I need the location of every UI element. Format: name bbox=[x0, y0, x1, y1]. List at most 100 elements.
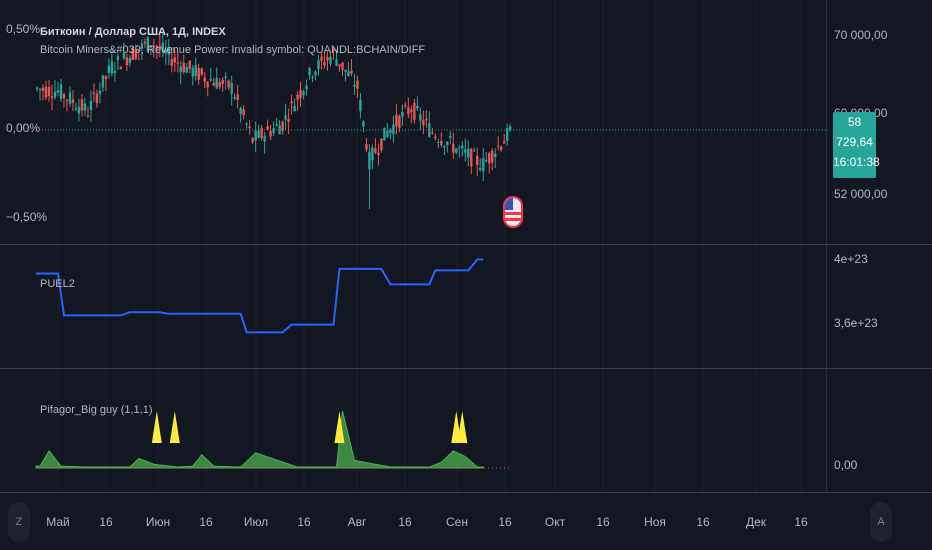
left-scale-label: 0,50% bbox=[6, 22, 41, 36]
candle-body bbox=[155, 46, 159, 49]
candle-body bbox=[176, 62, 179, 64]
pane-separator[interactable] bbox=[0, 244, 932, 245]
candle-body bbox=[215, 77, 218, 89]
candle-body bbox=[317, 60, 320, 70]
candle-body bbox=[266, 126, 269, 130]
candle-body bbox=[92, 92, 96, 94]
candle-body bbox=[505, 127, 509, 141]
candle-body bbox=[290, 101, 293, 104]
candle-body bbox=[188, 60, 191, 69]
candle-body bbox=[281, 121, 284, 131]
puel-line bbox=[36, 258, 484, 334]
pifagor-indicator-title[interactable]: Pifagor_Big guy (1,1,1) bbox=[40, 404, 153, 416]
candle-body bbox=[191, 67, 194, 77]
candle-body bbox=[500, 146, 503, 150]
candle-body bbox=[80, 99, 84, 111]
candle-body bbox=[464, 149, 467, 153]
candle-body bbox=[359, 100, 362, 112]
candle-body bbox=[68, 92, 72, 104]
puel-indicator-title[interactable]: PUEL2 bbox=[40, 278, 75, 290]
candle-body bbox=[113, 70, 117, 74]
time-axis-label: Ноя bbox=[644, 515, 666, 529]
candle-body bbox=[278, 125, 281, 135]
candle-body bbox=[257, 130, 260, 138]
candle-body bbox=[344, 69, 347, 72]
candle-body bbox=[308, 67, 311, 76]
candle-body bbox=[410, 109, 413, 112]
candle-body bbox=[182, 62, 185, 72]
candle-body bbox=[119, 66, 123, 70]
candle-body bbox=[197, 67, 200, 80]
auto-scale-button[interactable]: A bbox=[870, 502, 892, 542]
candle-body bbox=[335, 59, 338, 66]
candle-body bbox=[482, 158, 485, 172]
time-axis-label: 16 bbox=[696, 515, 710, 529]
candle-body bbox=[425, 118, 428, 121]
candle-body bbox=[59, 84, 63, 100]
candle-body bbox=[272, 128, 275, 134]
time-axis-label: 16 bbox=[596, 515, 610, 529]
candle-body bbox=[167, 46, 171, 55]
price-scale-column[interactable] bbox=[826, 0, 932, 492]
puel-scale-label: 4e+23 bbox=[834, 252, 868, 266]
time-axis-left-button[interactable]: Z bbox=[8, 502, 30, 542]
pifagor-scale-label: 0,00 bbox=[834, 458, 858, 472]
candle-body bbox=[101, 75, 105, 88]
candle-body bbox=[392, 124, 395, 135]
candle-body bbox=[296, 94, 299, 100]
candle-body bbox=[158, 45, 162, 49]
candle-body bbox=[428, 123, 431, 137]
candle-body bbox=[368, 151, 371, 170]
candle-body bbox=[179, 66, 182, 73]
candle-body bbox=[299, 90, 302, 99]
candle-body bbox=[380, 138, 383, 151]
candle-body bbox=[77, 106, 81, 114]
candle-body bbox=[251, 138, 254, 143]
candle-body bbox=[422, 120, 425, 126]
candle-body bbox=[194, 64, 197, 76]
pane-separator[interactable] bbox=[0, 368, 932, 369]
candle-body bbox=[497, 145, 500, 147]
candle-body bbox=[455, 148, 458, 153]
candle-body bbox=[203, 77, 206, 82]
indicator-status-text: Bitcoin Miners&#039; Revenue Power: Inva… bbox=[40, 44, 426, 56]
candle-body bbox=[365, 144, 368, 150]
candle-body bbox=[293, 105, 296, 112]
candle-body bbox=[143, 41, 147, 44]
candle-body bbox=[275, 124, 278, 126]
candle-body bbox=[38, 88, 42, 91]
candle-body bbox=[161, 42, 165, 52]
signal-arrow-icon bbox=[151, 411, 162, 443]
us-flag-event-icon[interactable] bbox=[503, 196, 523, 228]
candle-body bbox=[212, 82, 215, 86]
candle-body bbox=[41, 87, 45, 91]
candle-body bbox=[146, 37, 150, 52]
candle-body bbox=[401, 111, 404, 117]
candle-body bbox=[260, 128, 263, 138]
candle-body bbox=[200, 68, 203, 75]
candle-body bbox=[128, 57, 132, 64]
signal-arrow-icon bbox=[457, 411, 468, 443]
candle-body bbox=[230, 82, 233, 94]
candle-body bbox=[341, 62, 344, 70]
candle-body bbox=[446, 141, 449, 146]
candle-body bbox=[122, 53, 126, 59]
candle-body bbox=[452, 143, 455, 153]
candle-body bbox=[479, 167, 482, 171]
symbol-title[interactable]: Биткоин / Доллар США, 1Д, INDEX bbox=[40, 26, 226, 38]
candle-body bbox=[473, 150, 476, 152]
candle-body bbox=[305, 85, 308, 90]
candle-body bbox=[398, 115, 401, 129]
candle-body bbox=[140, 43, 144, 49]
candle-body bbox=[236, 94, 239, 100]
time-axis-label: 16 bbox=[498, 515, 512, 529]
candle-body bbox=[254, 130, 257, 141]
candle-body bbox=[227, 80, 230, 88]
candle-body bbox=[152, 45, 156, 47]
time-axis-label: Май bbox=[46, 515, 70, 529]
signal-arrow-icon bbox=[169, 411, 180, 443]
candle-body bbox=[347, 71, 350, 77]
candle-body bbox=[467, 149, 470, 158]
candle-body bbox=[407, 107, 410, 115]
